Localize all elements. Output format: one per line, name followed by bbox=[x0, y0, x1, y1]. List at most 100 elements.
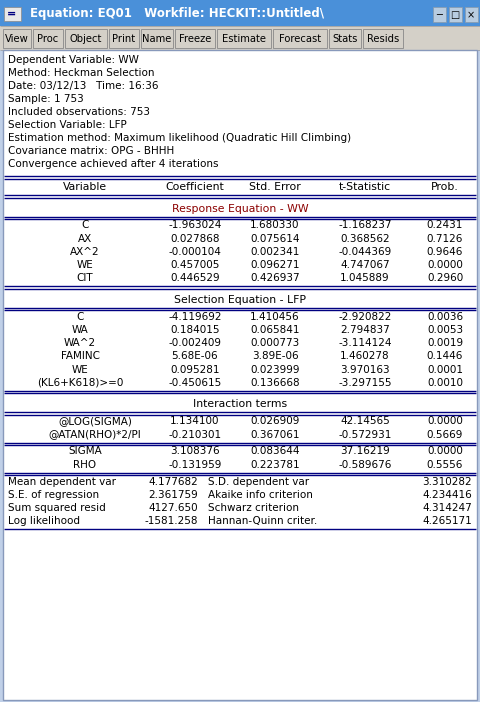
Text: 0.0000: 0.0000 bbox=[427, 260, 463, 270]
Text: 0.136668: 0.136668 bbox=[250, 378, 300, 388]
Text: -0.450615: -0.450615 bbox=[168, 378, 222, 388]
Text: 0.0010: 0.0010 bbox=[427, 378, 463, 388]
Text: -0.210301: -0.210301 bbox=[168, 430, 222, 439]
Text: -0.131959: -0.131959 bbox=[168, 460, 222, 470]
Text: 0.027868: 0.027868 bbox=[170, 234, 220, 244]
Text: ×: × bbox=[467, 10, 475, 20]
Text: CIT: CIT bbox=[77, 273, 93, 284]
Text: 0.426937: 0.426937 bbox=[250, 273, 300, 284]
Text: Std. Error: Std. Error bbox=[249, 182, 301, 192]
Text: 0.446529: 0.446529 bbox=[170, 273, 220, 284]
Text: 0.0000: 0.0000 bbox=[427, 416, 463, 426]
Text: 0.096271: 0.096271 bbox=[250, 260, 300, 270]
Text: AX: AX bbox=[78, 234, 92, 244]
Text: Interaction terms: Interaction terms bbox=[193, 399, 287, 409]
Text: Resids: Resids bbox=[367, 34, 399, 44]
Bar bbox=[363, 29, 403, 48]
Text: 0.9646: 0.9646 bbox=[427, 247, 463, 257]
Text: 0.065841: 0.065841 bbox=[250, 325, 300, 335]
Text: Schwarz criterion: Schwarz criterion bbox=[208, 503, 299, 513]
Text: -4.119692: -4.119692 bbox=[168, 312, 222, 322]
Text: Stats: Stats bbox=[332, 34, 358, 44]
Bar bbox=[329, 29, 361, 48]
Text: Date: 03/12/13   Time: 16:36: Date: 03/12/13 Time: 16:36 bbox=[8, 81, 158, 91]
Text: -3.114124: -3.114124 bbox=[338, 338, 392, 348]
Bar bbox=[465, 7, 478, 22]
Text: 1.460278: 1.460278 bbox=[340, 352, 390, 362]
Text: 1.134100: 1.134100 bbox=[170, 416, 220, 426]
Text: 0.075614: 0.075614 bbox=[250, 234, 300, 244]
Text: Convergence achieved after 4 iterations: Convergence achieved after 4 iterations bbox=[8, 159, 218, 169]
Text: 4127.650: 4127.650 bbox=[148, 503, 198, 513]
Text: Variable: Variable bbox=[63, 182, 107, 192]
Text: 5.68E-06: 5.68E-06 bbox=[172, 352, 218, 362]
Text: Sum squared resid: Sum squared resid bbox=[8, 503, 106, 513]
Text: 0.367061: 0.367061 bbox=[250, 430, 300, 439]
Text: S.D. dependent var: S.D. dependent var bbox=[208, 477, 309, 486]
Text: 0.184015: 0.184015 bbox=[170, 325, 220, 335]
Text: Akaike info criterion: Akaike info criterion bbox=[208, 490, 313, 500]
Text: 0.002341: 0.002341 bbox=[250, 247, 300, 257]
Text: Selection Variable: LFP: Selection Variable: LFP bbox=[8, 120, 127, 130]
Text: -1.168237: -1.168237 bbox=[338, 220, 392, 230]
Text: Object: Object bbox=[70, 34, 102, 44]
Bar bbox=[273, 29, 327, 48]
Text: -0.000104: -0.000104 bbox=[168, 247, 221, 257]
Text: ─: ─ bbox=[436, 10, 442, 20]
Text: WA: WA bbox=[72, 325, 88, 335]
Text: 0.083644: 0.083644 bbox=[250, 446, 300, 456]
Text: Equation: EQ01   Workfile: HECKIT::Untitled\: Equation: EQ01 Workfile: HECKIT::Untitle… bbox=[30, 6, 324, 20]
Text: WE: WE bbox=[72, 364, 88, 375]
Text: 0.5556: 0.5556 bbox=[427, 460, 463, 470]
Bar bbox=[217, 29, 271, 48]
Text: Covariance matrix: OPG - BHHH: Covariance matrix: OPG - BHHH bbox=[8, 146, 174, 156]
Text: □: □ bbox=[450, 10, 460, 20]
Bar bbox=[433, 7, 446, 22]
Text: 0.000773: 0.000773 bbox=[251, 338, 300, 348]
Text: Freeze: Freeze bbox=[179, 34, 211, 44]
Text: Name: Name bbox=[142, 34, 172, 44]
Text: -2.920822: -2.920822 bbox=[338, 312, 392, 322]
Text: 0.0001: 0.0001 bbox=[427, 364, 463, 375]
Bar bbox=[0, 26, 480, 50]
Text: -0.572931: -0.572931 bbox=[338, 430, 392, 439]
Text: 0.0036: 0.0036 bbox=[427, 312, 463, 322]
Text: 2.794837: 2.794837 bbox=[340, 325, 390, 335]
Text: WA^2: WA^2 bbox=[64, 338, 96, 348]
Text: =: = bbox=[7, 9, 17, 19]
Text: 0.0000: 0.0000 bbox=[427, 446, 463, 456]
Text: Prob.: Prob. bbox=[431, 182, 459, 192]
Text: Forecast: Forecast bbox=[279, 34, 321, 44]
Text: 0.0053: 0.0053 bbox=[427, 325, 463, 335]
Text: 1.045889: 1.045889 bbox=[340, 273, 390, 284]
Text: AX^2: AX^2 bbox=[70, 247, 100, 257]
Bar bbox=[3, 29, 31, 48]
Text: Included observations: 753: Included observations: 753 bbox=[8, 107, 150, 117]
Text: 4.265171: 4.265171 bbox=[422, 516, 472, 526]
Text: Log likelihood: Log likelihood bbox=[8, 516, 80, 526]
Text: -0.044369: -0.044369 bbox=[338, 247, 392, 257]
Text: Coefficient: Coefficient bbox=[166, 182, 224, 192]
Text: Estimate: Estimate bbox=[222, 34, 266, 44]
Text: 3.310282: 3.310282 bbox=[422, 477, 472, 486]
Bar bbox=[175, 29, 215, 48]
Text: 4.234416: 4.234416 bbox=[422, 490, 472, 500]
Text: 0.457005: 0.457005 bbox=[170, 260, 220, 270]
Text: Method: Heckman Selection: Method: Heckman Selection bbox=[8, 68, 155, 78]
Text: S.E. of regression: S.E. of regression bbox=[8, 490, 99, 500]
Text: 1.410456: 1.410456 bbox=[250, 312, 300, 322]
Text: RHO: RHO bbox=[73, 460, 96, 470]
Text: -1.963024: -1.963024 bbox=[168, 220, 222, 230]
Text: 2.361759: 2.361759 bbox=[148, 490, 198, 500]
Text: 0.0019: 0.0019 bbox=[427, 338, 463, 348]
Text: 0.368562: 0.368562 bbox=[340, 234, 390, 244]
Bar bbox=[0, 0, 480, 26]
Text: t-Statistic: t-Statistic bbox=[339, 182, 391, 192]
Text: -1581.258: -1581.258 bbox=[144, 516, 198, 526]
Text: SIGMA: SIGMA bbox=[68, 446, 102, 456]
Text: View: View bbox=[5, 34, 29, 44]
Bar bbox=[65, 29, 107, 48]
Text: 0.026909: 0.026909 bbox=[250, 416, 300, 426]
Text: FAMINC: FAMINC bbox=[60, 352, 99, 362]
Text: Print: Print bbox=[112, 34, 135, 44]
